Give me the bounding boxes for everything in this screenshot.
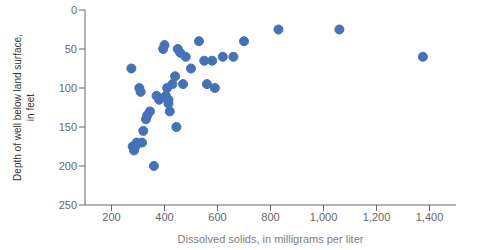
svg-text:1,200: 1,200 (363, 211, 391, 223)
svg-text:200: 200 (102, 211, 120, 223)
svg-text:50: 50 (65, 43, 77, 55)
svg-text:150: 150 (59, 121, 77, 133)
svg-text:1,400: 1,400 (416, 211, 444, 223)
svg-text:800: 800 (261, 211, 279, 223)
svg-text:Dissolved solids, in milligram: Dissolved solids, in milligrams per lite… (178, 233, 364, 245)
svg-text:Depth of well below land surfa: Depth of well below land surface,in feet (11, 34, 35, 181)
svg-text:600: 600 (208, 211, 226, 223)
svg-text:0: 0 (71, 4, 77, 16)
svg-text:100: 100 (59, 82, 77, 94)
svg-text:250: 250 (59, 199, 77, 211)
svg-text:1,000: 1,000 (310, 211, 338, 223)
svg-text:400: 400 (155, 211, 173, 223)
svg-text:200: 200 (59, 160, 77, 172)
